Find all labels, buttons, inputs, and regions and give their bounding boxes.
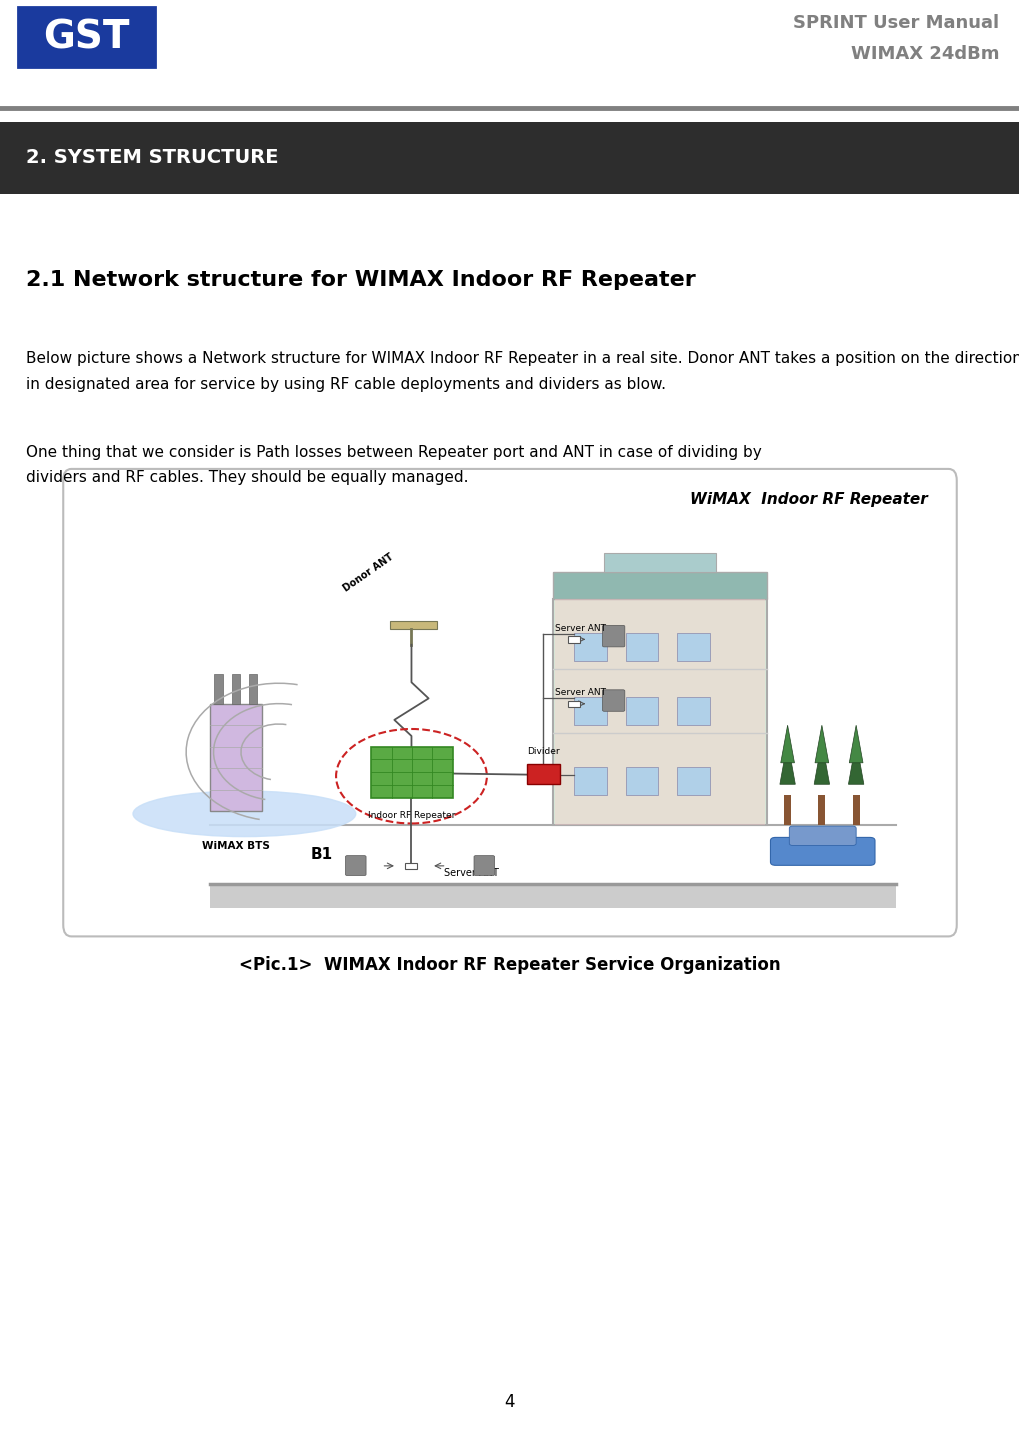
Text: WiMAX BTS: WiMAX BTS bbox=[202, 840, 269, 850]
Text: <Pic.1>  WIMAX Indoor RF Repeater Service Organization: <Pic.1> WIMAX Indoor RF Repeater Service… bbox=[238, 956, 781, 975]
Bar bbox=[210, 883, 895, 908]
Bar bbox=[210, 704, 261, 812]
Bar bbox=[625, 697, 657, 726]
Polygon shape bbox=[849, 726, 862, 763]
FancyBboxPatch shape bbox=[769, 837, 874, 865]
Polygon shape bbox=[813, 741, 828, 784]
Ellipse shape bbox=[132, 792, 356, 836]
Polygon shape bbox=[848, 741, 863, 784]
Bar bbox=[249, 674, 257, 704]
Text: SPRINT User Manual: SPRINT User Manual bbox=[793, 14, 999, 32]
Text: One thing that we consider is Path losses between Repeater port and ANT in case : One thing that we consider is Path losse… bbox=[25, 445, 760, 485]
Polygon shape bbox=[780, 741, 795, 784]
Text: WIMAX 24dBm: WIMAX 24dBm bbox=[850, 46, 999, 63]
FancyBboxPatch shape bbox=[602, 625, 625, 647]
Bar bbox=[371, 747, 452, 797]
Bar bbox=[406, 863, 417, 869]
FancyBboxPatch shape bbox=[345, 856, 366, 876]
Text: WiMAX  Indoor RF Repeater: WiMAX Indoor RF Repeater bbox=[690, 492, 927, 506]
Bar bbox=[574, 697, 606, 726]
Bar bbox=[677, 697, 709, 726]
Bar bbox=[552, 572, 766, 599]
FancyBboxPatch shape bbox=[474, 856, 494, 876]
Text: GST: GST bbox=[44, 19, 129, 56]
Bar bbox=[625, 632, 657, 661]
Bar bbox=[677, 632, 709, 661]
Bar bbox=[554, 599, 764, 668]
Text: B1: B1 bbox=[310, 846, 332, 862]
Text: Donor ANT: Donor ANT bbox=[341, 552, 395, 594]
Text: Divider: Divider bbox=[527, 747, 559, 756]
Text: Indoor RF Repeater: Indoor RF Repeater bbox=[368, 810, 454, 820]
Bar bbox=[554, 733, 764, 825]
Bar bbox=[574, 767, 606, 794]
Text: Server ANT: Server ANT bbox=[443, 868, 498, 878]
Polygon shape bbox=[780, 726, 794, 763]
Text: Server ANT: Server ANT bbox=[554, 624, 605, 632]
Bar bbox=[554, 668, 764, 733]
Bar bbox=[527, 764, 559, 784]
Text: 2.1 Network structure for WIMAX Indoor RF Repeater: 2.1 Network structure for WIMAX Indoor R… bbox=[25, 270, 695, 290]
Text: 4: 4 bbox=[504, 1394, 515, 1411]
Bar bbox=[574, 632, 606, 661]
FancyBboxPatch shape bbox=[389, 621, 437, 628]
Text: Below picture shows a Network structure for WIMAX Indoor RF Repeater in a real s: Below picture shows a Network structure … bbox=[25, 351, 1019, 391]
FancyBboxPatch shape bbox=[63, 469, 956, 936]
Bar bbox=[0, 122, 1019, 194]
Bar bbox=[568, 637, 580, 642]
FancyBboxPatch shape bbox=[18, 7, 155, 67]
Bar bbox=[677, 767, 709, 794]
Bar bbox=[552, 599, 766, 825]
Text: Server ANT: Server ANT bbox=[554, 688, 605, 697]
Bar bbox=[214, 674, 223, 704]
Bar bbox=[784, 794, 791, 825]
FancyBboxPatch shape bbox=[789, 826, 855, 846]
Bar bbox=[625, 767, 657, 794]
FancyBboxPatch shape bbox=[602, 690, 625, 711]
Bar bbox=[231, 674, 239, 704]
Bar bbox=[603, 554, 715, 572]
Bar bbox=[817, 794, 824, 825]
Bar bbox=[852, 794, 859, 825]
Text: 2. SYSTEM STRUCTURE: 2. SYSTEM STRUCTURE bbox=[25, 148, 278, 168]
Bar bbox=[568, 701, 580, 707]
Polygon shape bbox=[814, 726, 827, 763]
